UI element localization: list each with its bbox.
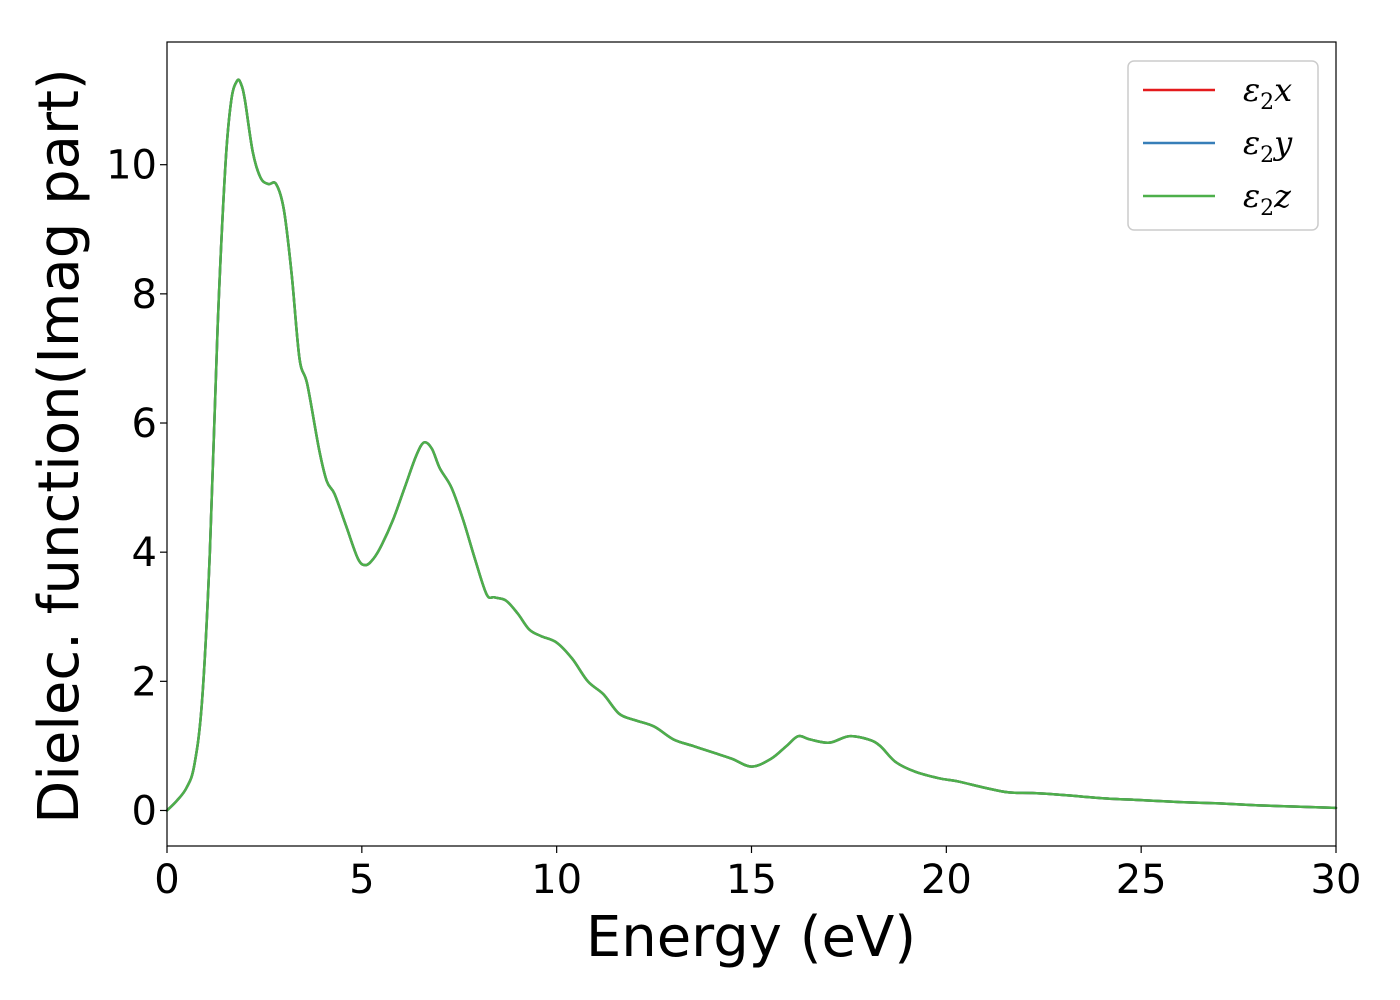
y-axis: 0 2 4 6 8 10 bbox=[106, 143, 167, 834]
y-tick-label: 10 bbox=[106, 143, 157, 189]
x-tick-label: 10 bbox=[531, 857, 582, 903]
x-tick-label: 0 bbox=[154, 857, 179, 903]
x-tick-label: 15 bbox=[726, 857, 777, 903]
x-axis: 0 5 10 15 20 25 30 bbox=[154, 846, 1361, 903]
y-tick-label: 8 bbox=[132, 272, 157, 318]
legend: ε2x ε2y ε2z bbox=[1127, 60, 1319, 231]
x-tick-label: 25 bbox=[1116, 857, 1167, 903]
x-tick-label: 20 bbox=[921, 857, 972, 903]
y-tick-label: 6 bbox=[132, 401, 157, 447]
x-tick-label: 5 bbox=[349, 857, 374, 903]
y-tick-label: 4 bbox=[132, 530, 157, 576]
y-tick-label: 2 bbox=[132, 659, 157, 705]
legend-label-x: ε2x bbox=[1243, 71, 1292, 115]
legend-label-y: ε2y bbox=[1243, 124, 1293, 168]
series-layer bbox=[165, 78, 1338, 812]
x-axis-label: Energy (eV) bbox=[586, 905, 916, 970]
y-axis-label: Dielec. function(Imag part) bbox=[27, 68, 92, 824]
y-tick-label: 0 bbox=[132, 788, 157, 834]
series-line-z bbox=[165, 78, 1338, 812]
legend-box bbox=[1127, 60, 1319, 231]
legend-label-z: ε2z bbox=[1243, 177, 1292, 221]
x-tick-label: 30 bbox=[1311, 857, 1362, 903]
